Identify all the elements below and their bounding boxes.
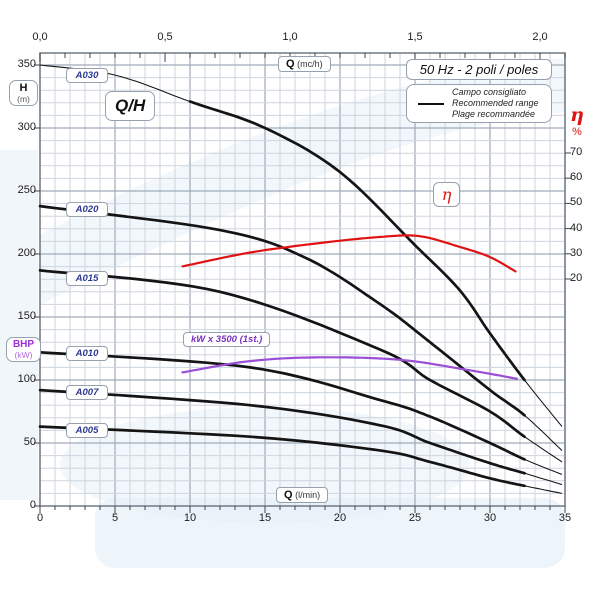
left-axis-tick: 350: [17, 58, 36, 70]
bottom-axis-tick: 10: [183, 512, 197, 524]
head-axis-symbol: H: [19, 82, 28, 94]
bottom-axis-tick: 0: [36, 512, 44, 524]
top-axis-tick: 1,0: [282, 31, 298, 43]
curve-a015-recommended: [38, 269, 526, 439]
top-axis-tick: 0,0: [32, 31, 48, 43]
bottom-axis-tick: 20: [333, 512, 347, 524]
left-axis-tick: 100: [17, 373, 36, 385]
efficiency-curve: [181, 234, 517, 273]
watermark-bottom: [95, 498, 565, 568]
legend-text-it: Campo consigliato: [452, 86, 527, 97]
left-axis-tick: 50: [23, 436, 36, 448]
curve-label-a020: A020: [66, 202, 108, 217]
legend-box: Campo consigliato Recommended range Plag…: [406, 84, 552, 123]
efficiency-axis-unit: %: [572, 126, 582, 138]
right-axis-tick: 70: [570, 146, 583, 158]
bottom-axis-tick: 15: [258, 512, 272, 524]
legend-text-fr: Plage recommandée: [452, 109, 536, 120]
legend-text-en: Recommended range: [452, 97, 539, 108]
curve-a005-recommended: [38, 425, 526, 488]
chart-type-label: Q/H: [105, 91, 156, 121]
title-box: 50 Hz - 2 poli / poles: [406, 59, 552, 80]
efficiency-curve-label: η: [433, 182, 460, 207]
right-axis-tick: 50: [570, 196, 583, 209]
legend-line-sample: [418, 102, 444, 105]
head-axis-unit: (m): [17, 93, 30, 104]
flow-axis-bottom-unit: (l/min): [295, 490, 321, 500]
bottom-axis-tick: 35: [558, 512, 572, 524]
curve-a010-recommended: [38, 350, 526, 461]
left-axis-tick: 0: [29, 499, 36, 511]
left-axis-tick: 200: [17, 247, 36, 259]
right-axis-tick: 30: [570, 246, 583, 259]
bhp-axis-unit: (kW): [14, 349, 33, 360]
curve-label-a015: A015: [66, 271, 108, 286]
curve-label-a010: A010: [66, 346, 108, 361]
bottom-axis-tick: 30: [483, 512, 497, 524]
right-axis-tick: 20: [570, 272, 583, 284]
flow-axis-top-symbol: Q: [286, 58, 295, 70]
bottom-axis-tick: 5: [111, 512, 119, 524]
curve-label-a007: A007: [66, 385, 108, 400]
curve-label-a030: A030: [66, 68, 108, 83]
curve-a007-recommended: [38, 388, 526, 475]
efficiency-axis-label: η %: [567, 106, 587, 138]
curve-a020-recommended: [38, 204, 526, 417]
left-axis-tick: 150: [17, 310, 36, 322]
head-axis-label: H (m): [9, 80, 38, 107]
curve-a030-recommended: [188, 100, 526, 382]
right-axis-tick: 40: [570, 221, 583, 234]
curve-label-a005: A005: [66, 423, 108, 438]
top-axis-tick: 2,0: [532, 31, 548, 43]
left-axis-tick: 300: [17, 121, 36, 133]
left-axis-tick: 250: [17, 184, 36, 196]
bottom-axis-tick: 25: [408, 512, 422, 524]
power-curve-label: kW x 3500 (1st.): [183, 332, 271, 347]
top-axis-tick: 1,5: [407, 31, 423, 43]
flow-axis-top-unit: (mc/h): [297, 59, 323, 69]
flow-axis-label-bottom: Q (l/min): [276, 487, 329, 503]
flow-axis-bottom-symbol: Q: [284, 489, 293, 501]
right-axis-tick: 60: [570, 171, 583, 184]
bhp-axis-label: BHP (kW): [6, 337, 41, 363]
power-curve: [181, 356, 519, 380]
bhp-axis-symbol: BHP: [12, 339, 35, 350]
top-axis-tick: 0,5: [157, 31, 173, 43]
flow-axis-label-top: Q (mc/h): [278, 56, 331, 72]
efficiency-axis-symbol: η: [570, 104, 584, 126]
